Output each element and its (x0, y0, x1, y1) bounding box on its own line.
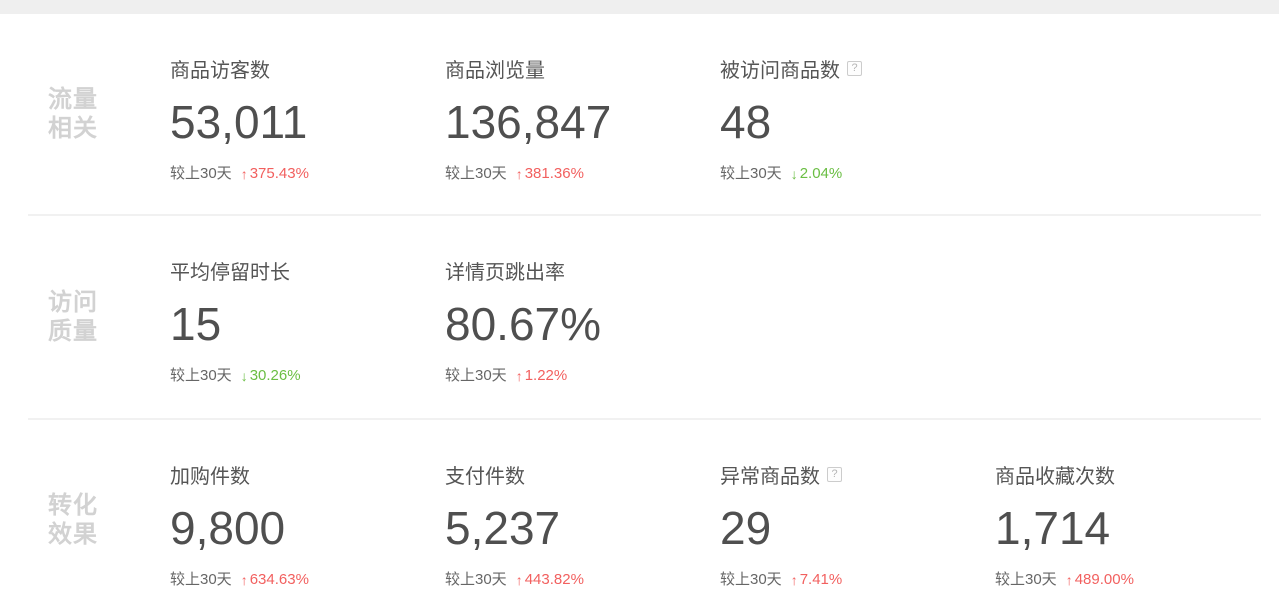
compare-period-label: 较上30天 (720, 571, 782, 588)
section-visit-quality: 访问 质量 平均停留时长 15 较上30天 ↓ 30.26% 详情页跳出率 80… (0, 216, 1279, 418)
metric-title: 被访问商品数 (720, 59, 840, 82)
metric-card-avg-stay-duration: 平均停留时长 15 较上30天 ↓ 30.26% (170, 216, 445, 418)
trend-percentage: 489.00% (1074, 571, 1134, 588)
trend-percentage: 443.82% (524, 571, 584, 588)
arrow-up-icon: ↑ (790, 572, 798, 588)
metric-title: 异常商品数 (720, 465, 820, 488)
arrow-up-icon: ↑ (515, 572, 523, 588)
trend-indicator: ↑ 443.82% (516, 570, 584, 590)
compare-period-label: 较上30天 (445, 165, 507, 182)
metric-card-detail-bounce-rate: 详情页跳出率 80.67% 较上30天 ↑ 1.22% (445, 216, 720, 418)
metric-card-abnormal-products: 异常商品数 ? 29 较上30天 ↑ 7.41% (720, 420, 995, 595)
trend-indicator: ↓ 2.04% (791, 164, 843, 184)
trend-percentage: 375.43% (249, 165, 309, 182)
metric-value: 48 (720, 96, 772, 148)
metric-value: 80.67% (445, 298, 602, 350)
arrow-up-icon: ↑ (515, 166, 523, 182)
metric-title: 平均停留时长 (170, 261, 290, 284)
arrow-down-icon: ↓ (240, 368, 248, 384)
compare-period-label: 较上30天 (445, 367, 507, 384)
metric-card-paid-items: 支付件数 5,237 较上30天 ↑ 443.82% (445, 420, 720, 595)
metric-title: 商品收藏次数 (995, 465, 1115, 488)
trend-indicator: ↑ 634.63% (241, 570, 309, 590)
trend-indicator: ↑ 489.00% (1066, 570, 1134, 590)
section-label-line: 相关 (48, 115, 98, 142)
arrow-up-icon: ↑ (240, 572, 248, 588)
section-label: 流量 相关 (0, 14, 170, 214)
metric-compare: 较上30天 ↑ 7.41% (720, 570, 995, 590)
metric-compare: 较上30天 ↑ 1.22% (445, 366, 720, 386)
trend-percentage: 1.22% (524, 367, 568, 384)
trend-indicator: ↑ 7.41% (791, 570, 843, 590)
metric-compare: 较上30天 ↓ 30.26% (170, 366, 445, 386)
metric-value: 9,800 (170, 502, 286, 554)
trend-percentage: 2.04% (799, 165, 843, 182)
trend-indicator: ↑ 375.43% (241, 164, 309, 184)
top-bar (0, 0, 1279, 14)
trend-indicator: ↓ 30.26% (241, 366, 301, 386)
metric-compare: 较上30天 ↑ 443.82% (445, 570, 720, 590)
metric-card-product-pageviews: 商品浏览量 136,847 较上30天 ↑ 381.36% (445, 14, 720, 214)
section-label: 转化 效果 (0, 420, 170, 595)
trend-percentage: 381.36% (524, 165, 584, 182)
metric-title: 商品浏览量 (445, 59, 545, 82)
compare-period-label: 较上30天 (445, 571, 507, 588)
metric-value: 29 (720, 502, 772, 554)
metric-card-product-visitors: 商品访客数 53,011 较上30天 ↑ 375.43% (170, 14, 445, 214)
metric-compare: 较上30天 ↑ 489.00% (995, 570, 1270, 590)
metrics-row: 商品访客数 53,011 较上30天 ↑ 375.43% 商品浏览量 136,8… (170, 14, 995, 214)
arrow-down-icon: ↓ (790, 166, 798, 182)
metric-value: 15 (170, 298, 222, 350)
section-traffic: 流量 相关 商品访客数 53,011 较上30天 ↑ 375.43% 商品浏览量… (0, 14, 1279, 214)
compare-period-label: 较上30天 (720, 165, 782, 182)
help-icon[interactable]: ? (847, 60, 862, 76)
compare-period-label: 较上30天 (170, 165, 232, 182)
metric-title: 详情页跳出率 (445, 261, 565, 284)
arrow-up-icon: ↑ (1065, 572, 1073, 588)
metric-compare: 较上30天 ↑ 375.43% (170, 164, 445, 184)
metric-card-product-favorites: 商品收藏次数 1,714 较上30天 ↑ 489.00% (995, 420, 1270, 595)
section-divider (28, 214, 1261, 216)
metric-value: 136,847 (445, 96, 612, 148)
metric-value: 53,011 (170, 96, 308, 148)
metric-compare: 较上30天 ↓ 2.04% (720, 164, 995, 184)
metric-title: 支付件数 (445, 465, 525, 488)
trend-percentage: 7.41% (799, 571, 843, 588)
metric-compare: 较上30天 ↑ 634.63% (170, 570, 445, 590)
compare-period-label: 较上30天 (170, 571, 232, 588)
section-label-line: 效果 (48, 521, 98, 548)
help-icon[interactable]: ? (827, 466, 842, 482)
trend-percentage: 30.26% (249, 367, 301, 384)
metric-value: 1,714 (995, 502, 1111, 554)
arrow-up-icon: ↑ (240, 166, 248, 182)
section-label-line: 流量 (48, 86, 98, 113)
metrics-row: 平均停留时长 15 较上30天 ↓ 30.26% 详情页跳出率 80.67% 较… (170, 216, 720, 418)
metrics-row: 加购件数 9,800 较上30天 ↑ 634.63% 支付件数 5,237 较上… (170, 420, 1270, 595)
section-label-line: 质量 (48, 318, 98, 345)
metric-title: 加购件数 (170, 465, 250, 488)
trend-percentage: 634.63% (249, 571, 309, 588)
section-conversion: 转化 效果 加购件数 9,800 较上30天 ↑ 634.63% 支付件数 5,… (0, 420, 1279, 595)
section-label: 访问 质量 (0, 216, 170, 418)
compare-period-label: 较上30天 (995, 571, 1057, 588)
trend-indicator: ↑ 381.36% (516, 164, 584, 184)
metric-card-visited-products: 被访问商品数 ? 48 较上30天 ↓ 2.04% (720, 14, 995, 214)
section-divider (28, 418, 1261, 420)
section-label-line: 转化 (48, 492, 98, 519)
metric-value: 5,237 (445, 502, 561, 554)
metric-compare: 较上30天 ↑ 381.36% (445, 164, 720, 184)
section-label-line: 访问 (48, 289, 98, 316)
metric-card-add-to-cart-items: 加购件数 9,800 较上30天 ↑ 634.63% (170, 420, 445, 595)
compare-period-label: 较上30天 (170, 367, 232, 384)
trend-indicator: ↑ 1.22% (516, 366, 568, 386)
arrow-up-icon: ↑ (515, 368, 523, 384)
metric-title: 商品访客数 (170, 59, 270, 82)
